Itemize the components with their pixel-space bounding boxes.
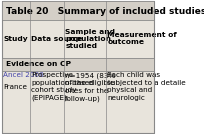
- Text: Each child was
subjected to a detaile
physical and
neurologic: Each child was subjected to a detaile ph…: [107, 72, 186, 101]
- Text: n=1954 (83%
of the eligible
ones for the
follow-up): n=1954 (83% of the eligible ones for the…: [65, 72, 116, 102]
- Text: Ancel 2006: Ancel 2006: [3, 72, 44, 78]
- Text: Prospective
population-based
cohort study
(EPIPAGE).: Prospective population-based cohort stud…: [31, 72, 94, 101]
- Text: Evidence on CP: Evidence on CP: [6, 61, 71, 67]
- Text: France: France: [3, 84, 27, 90]
- FancyBboxPatch shape: [2, 58, 154, 71]
- FancyBboxPatch shape: [2, 1, 154, 20]
- Text: Study: Study: [3, 36, 28, 42]
- Text: Data source: Data source: [31, 36, 82, 42]
- Text: Table 20   Summary of included studies: Table 20 Summary of included studies: [6, 7, 204, 16]
- FancyBboxPatch shape: [2, 1, 154, 133]
- Text: Sample and
population
studied: Sample and population studied: [65, 29, 115, 49]
- Text: Measurement of
outcome: Measurement of outcome: [107, 32, 177, 45]
